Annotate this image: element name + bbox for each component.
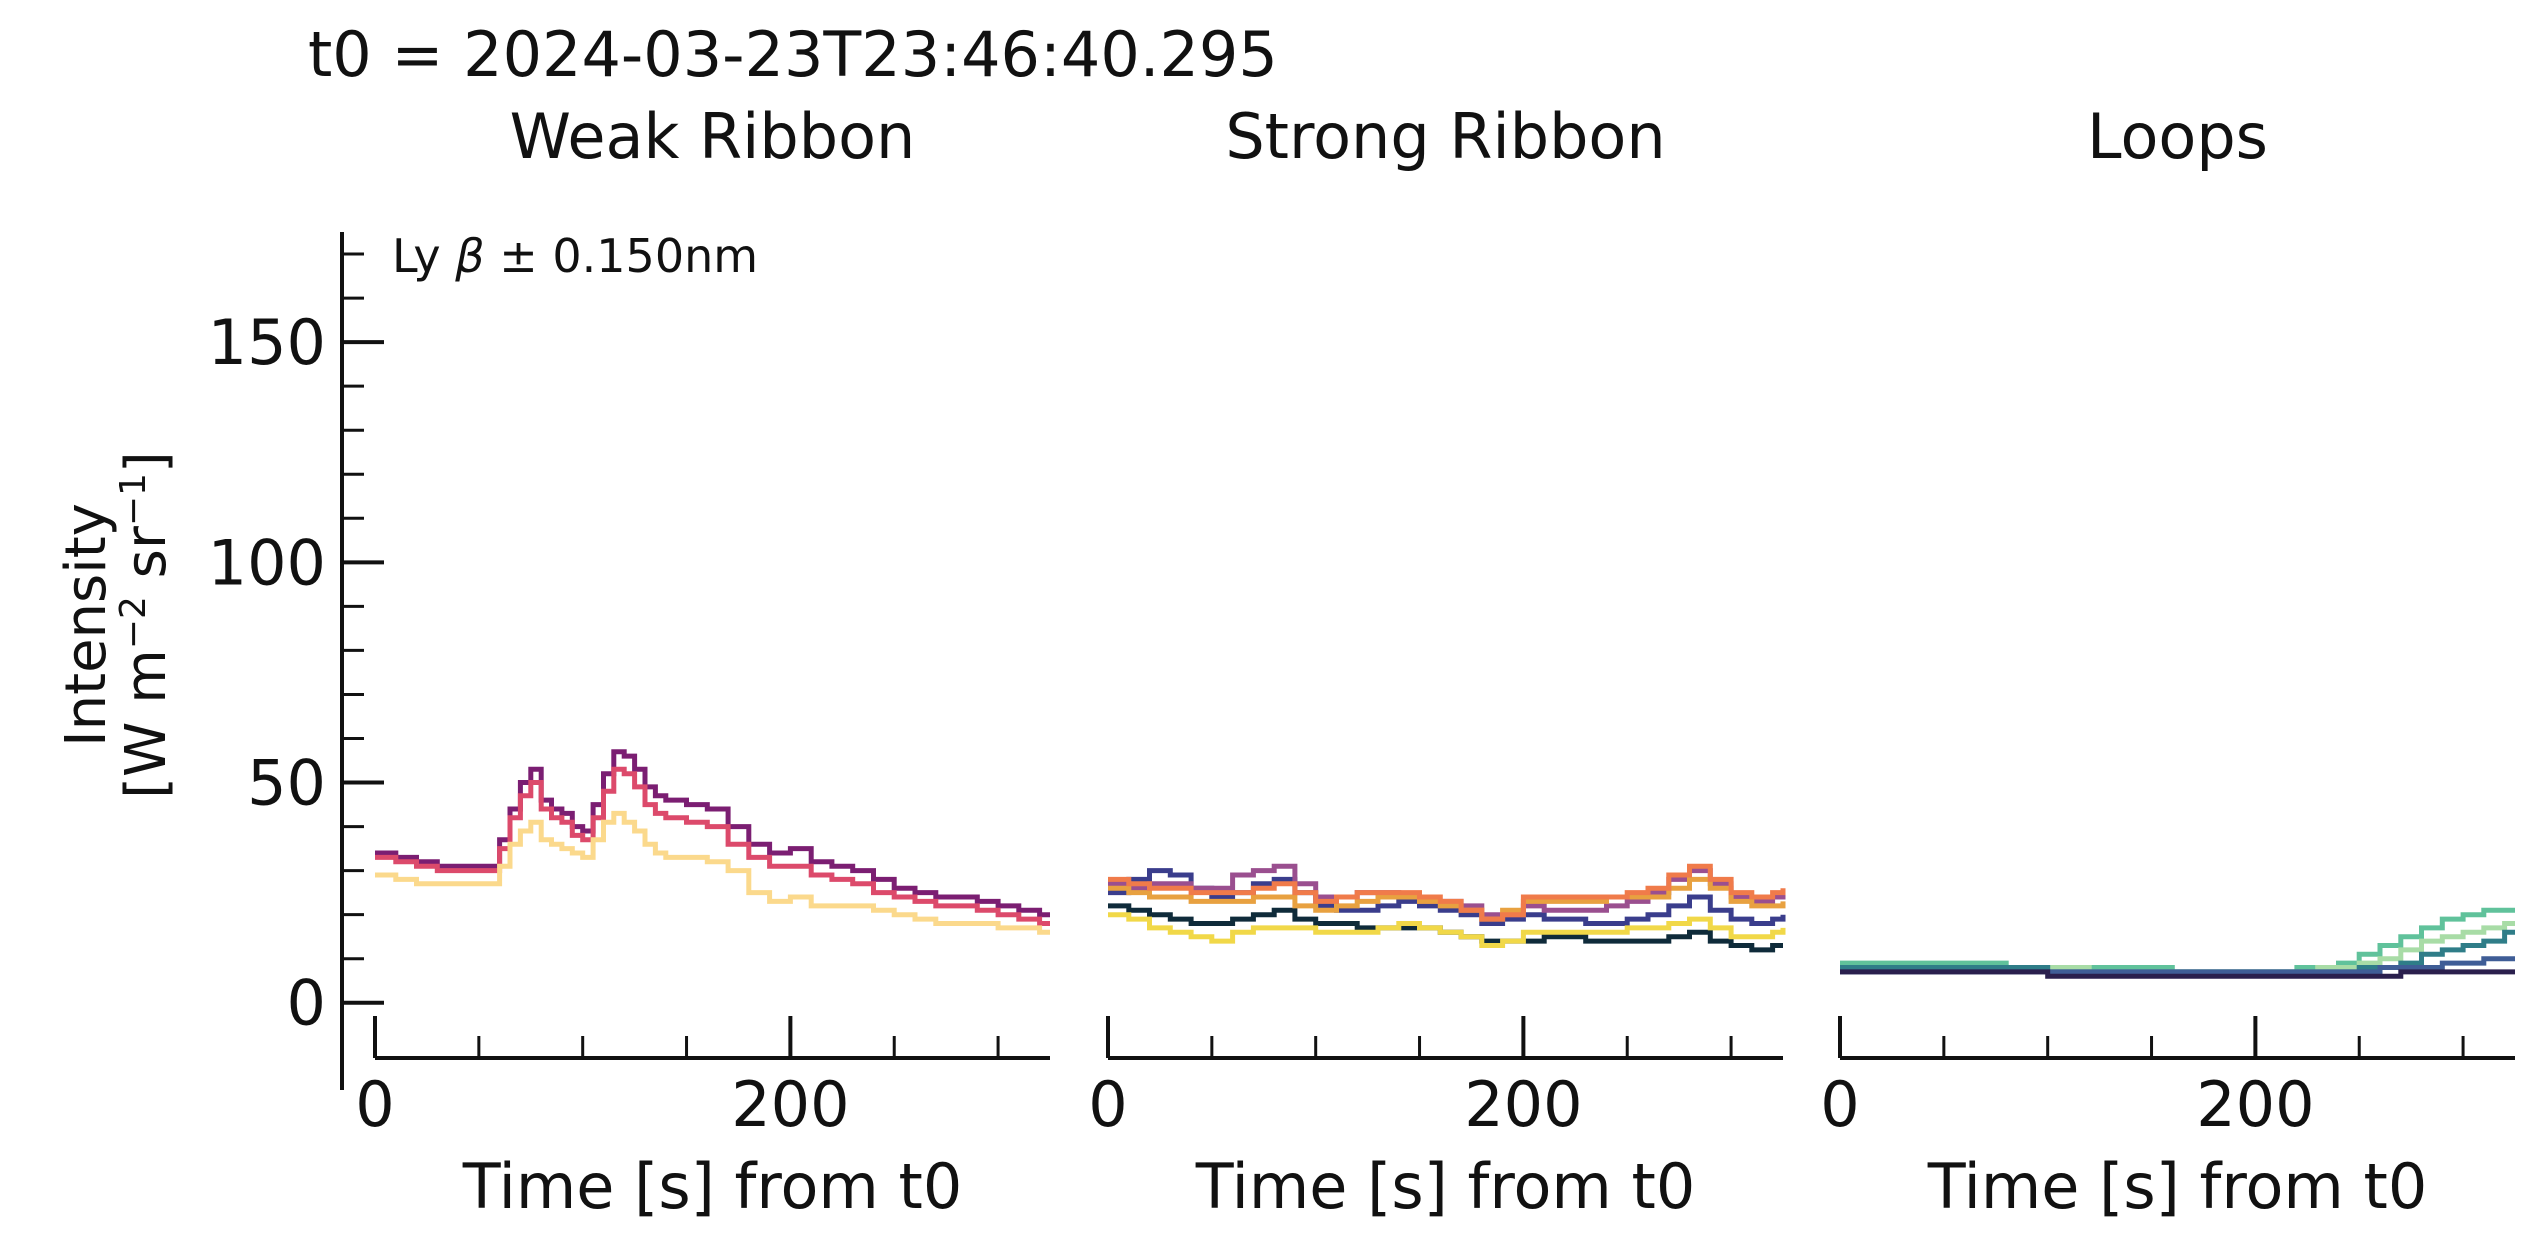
panel-loops-title: Loops	[2087, 100, 2268, 173]
panels: Weak Ribbon 0 200 Time [s] from t0 0 50 100 150…	[208, 100, 2515, 1223]
y-axis-label: Intensity [W m−2 sr−1]	[54, 451, 179, 799]
y-tick-label: 0	[287, 967, 326, 1040]
panel-weak-ribbon-title: Weak Ribbon	[510, 100, 916, 173]
panel-strong-ribbon-series-line-2	[1108, 868, 1786, 926]
panel-loops-series-line-2	[1840, 921, 2515, 975]
panel-loops: Loops 0 200 Time [s] from t0	[1820, 100, 2515, 1223]
y-axis-label-unit-w: [W m	[114, 649, 179, 799]
panel-strong-ribbon-x-tick-label: 200	[1464, 1068, 1582, 1141]
y-axis-label-line1: Intensity	[54, 503, 119, 747]
panel-loops-x-tick-label: 0	[1820, 1068, 1859, 1141]
y-axis-label-close: ]	[114, 451, 179, 473]
y-tick-label: 50	[247, 747, 326, 820]
panel-weak-ribbon-x-tick-label: 200	[731, 1068, 849, 1141]
panel-weak-ribbon: Weak Ribbon 0 200 Time [s] from t0 0 50 100 150	[208, 100, 1050, 1223]
y-tick-label: 100	[208, 526, 326, 599]
y-axis-label-exp1: −2	[113, 596, 154, 649]
panel-weak-ribbon-x-tick-label: 0	[355, 1068, 394, 1141]
panel-strong-ribbon-title: Strong Ribbon	[1225, 100, 1665, 173]
annotation-ly: Ly	[392, 229, 455, 283]
panel-loops-x-tick-label: 200	[2196, 1068, 2314, 1141]
panel-weak-ribbon-series-line-1	[375, 749, 1050, 918]
panel-strong-ribbon-x-axis-label: Time [s] from t0	[1195, 1150, 1696, 1223]
panel-weak-ribbon-x-axis-label: Time [s] from t0	[462, 1150, 963, 1223]
y-axis-label-exp2: −1	[113, 473, 154, 526]
panel-strong-ribbon-series-line-5	[1108, 863, 1786, 922]
panel-strong-ribbon-x-tick-label: 0	[1088, 1068, 1127, 1141]
panel-weak-ribbon-series-line-2	[375, 766, 1050, 926]
wavelength-annotation: Ly β ± 0.150nm	[392, 229, 758, 283]
y-axis-label-line2: [W m−2 sr−1]	[113, 451, 179, 799]
y-tick-label: 150	[208, 306, 326, 379]
figure-title: t0 = 2024-03-23T23:46:40.295	[308, 18, 1278, 91]
annotation-width: ± 0.150nm	[485, 229, 758, 283]
annotation-beta: β	[454, 229, 484, 283]
panel-weak-ribbon-series-line-3	[375, 810, 1050, 935]
y-axis-label-unit-sr: sr	[114, 525, 179, 596]
panel-strong-ribbon: Strong Ribbon 0 200 Time [s] from t0	[1088, 100, 1786, 1223]
panel-strong-ribbon-series-line-6	[1108, 912, 1786, 948]
panel-loops-series-line-5	[1840, 969, 2515, 979]
panel-loops-x-axis-label: Time [s] from t0	[1927, 1150, 2428, 1223]
panel-strong-ribbon-series-line-4	[1108, 876, 1786, 922]
